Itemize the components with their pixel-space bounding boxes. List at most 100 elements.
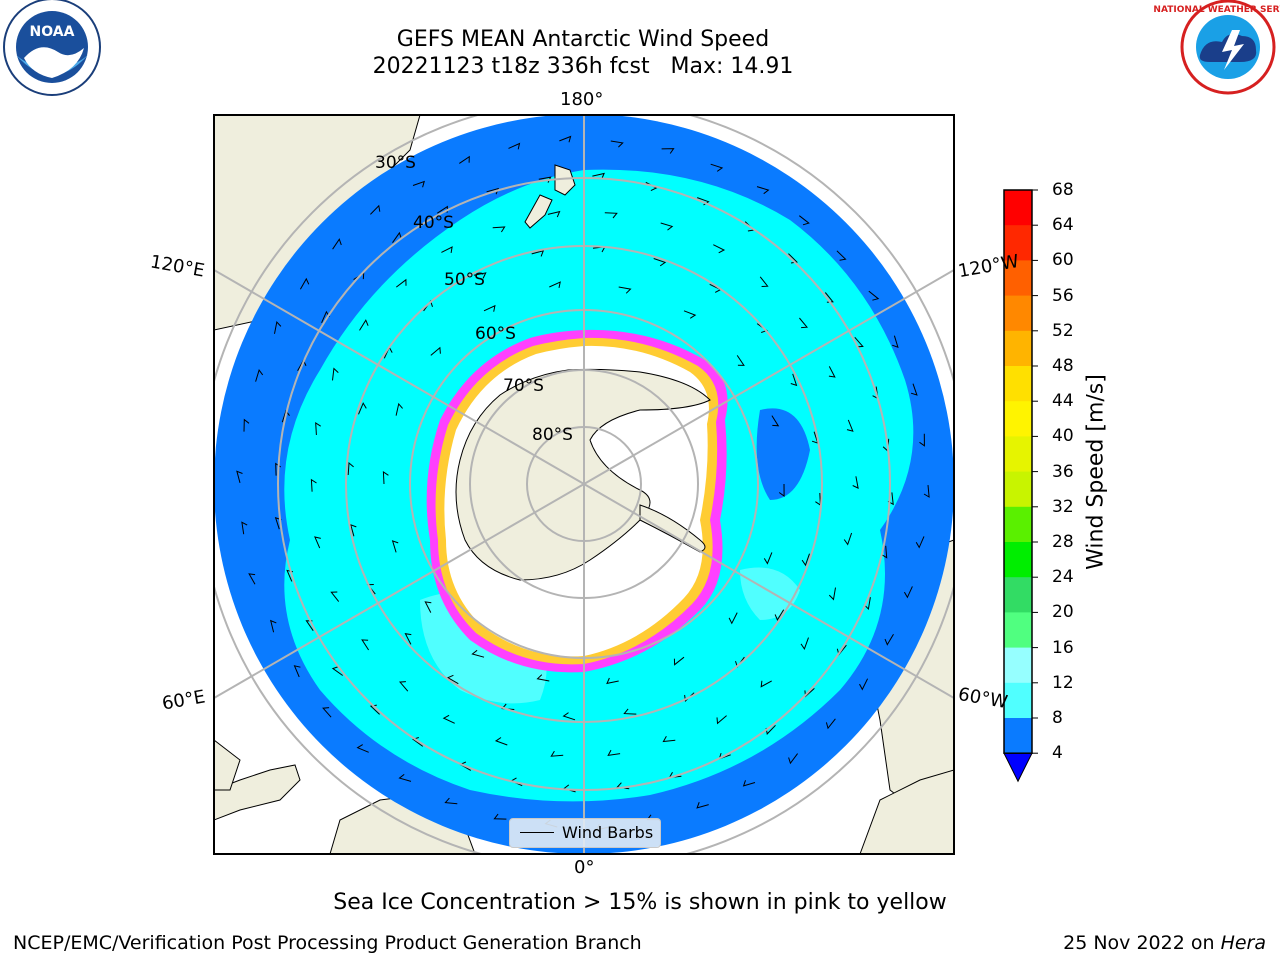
- se-land: [859, 769, 954, 854]
- colorbar-band: [1004, 190, 1032, 226]
- wind-barb: [881, 545, 888, 559]
- wind-barb: [322, 707, 332, 718]
- colorbar-band: [1004, 506, 1032, 543]
- colorbar-tick-label: 16: [1052, 637, 1074, 658]
- wind-barb: [547, 210, 561, 218]
- new-zealand-land: [524, 164, 576, 229]
- colorbar-label: Wind Speed [m/s]: [1083, 374, 1109, 570]
- chart-subtitle: 20221123 t18z 336h fcst Max: 14.91: [372, 54, 794, 79]
- wind-barb: [347, 461, 354, 476]
- wind-barb: [293, 665, 301, 678]
- wind-barb: [716, 715, 727, 725]
- wind-barb: [398, 681, 409, 692]
- map-frame: [213, 114, 955, 855]
- wind-barb: [736, 355, 745, 366]
- colorbar-tick-label: 12: [1052, 672, 1074, 693]
- wind-barb: [404, 633, 412, 645]
- wind-band-blue-patch: [756, 408, 810, 500]
- wind-barb: [549, 281, 561, 289]
- wind-barb: [799, 317, 809, 329]
- colorbar-tick-label: 68: [1052, 180, 1074, 200]
- wind-barb: [299, 277, 310, 290]
- chart-title: GEFS MEAN Antarctic Wind Speed: [396, 27, 770, 52]
- wind-barb: [683, 310, 697, 319]
- colorbar-tick-label: 56: [1052, 285, 1074, 306]
- wind-barb: [623, 708, 637, 715]
- colorbar-band: [1004, 471, 1032, 508]
- wind-barb: [868, 290, 880, 301]
- wind-barb: [382, 471, 389, 485]
- wind-barb: [852, 476, 859, 489]
- colorbar-band: [1004, 612, 1032, 649]
- wind-barb: [756, 186, 770, 195]
- wind-barb: [790, 373, 798, 387]
- wind-barb: [825, 718, 836, 730]
- wind-barb: [444, 797, 458, 805]
- lat-label-80s: 80°S: [532, 425, 573, 445]
- wind-barb: [241, 521, 248, 535]
- colorbar-tick-label: 60: [1052, 250, 1074, 271]
- wind-barb: [713, 244, 726, 254]
- wind-barb: [550, 750, 564, 757]
- footer-date: 25 Nov 2022 on Hera: [1063, 932, 1266, 954]
- colorbar-tick-label: 8: [1052, 708, 1063, 728]
- wind-barb: [269, 619, 277, 633]
- wind-barb: [332, 367, 339, 381]
- wind-barb: [919, 433, 925, 447]
- colorbar: [1003, 189, 1038, 783]
- wind-band-16-20: [740, 567, 800, 620]
- wind-barb: [763, 552, 773, 565]
- colorbar-band: [1004, 647, 1032, 684]
- colorbar-tick-label: 24: [1052, 567, 1074, 588]
- noaa-logo: NOAA: [3, 0, 101, 96]
- wind-barb: [618, 286, 632, 294]
- wind-barb: [771, 415, 780, 427]
- wind-barb: [473, 272, 487, 279]
- lat-label-30s: 30°S: [375, 153, 416, 173]
- wind-barb: [471, 649, 485, 658]
- wind-barb: [536, 674, 550, 682]
- wind-barb: [391, 540, 399, 553]
- wind-barb: [788, 753, 798, 765]
- wind-barb: [562, 712, 576, 721]
- colorbar-band: [1004, 260, 1032, 297]
- wind-barb: [398, 774, 412, 782]
- colorbar-tick-label: 4: [1052, 743, 1063, 764]
- wind-barb: [310, 478, 317, 492]
- wind-barb: [828, 587, 836, 601]
- wind-barb: [395, 278, 407, 288]
- footer-branch: NCEP/EMC/Verification Post Processing Pr…: [13, 932, 642, 954]
- wind-barb: [483, 304, 496, 312]
- colorbar-band: [1004, 682, 1032, 719]
- colorbar-tick-label: 44: [1052, 391, 1074, 412]
- colorbar-tick-label: 36: [1052, 461, 1074, 482]
- wind-barb: [486, 187, 500, 195]
- wind-barb: [843, 532, 853, 546]
- colorbar-tick-label: 28: [1052, 532, 1074, 552]
- wind-barb: [610, 140, 624, 148]
- colorbar-band: [1004, 225, 1032, 261]
- colorbar-tick-label: 52: [1052, 320, 1074, 341]
- colorbar-tick-label: 20: [1052, 602, 1074, 623]
- lon-label-top: 180°: [560, 89, 604, 110]
- legend-label: Wind Barbs: [562, 823, 654, 842]
- wind-barb: [606, 677, 619, 685]
- wind-barb: [788, 253, 798, 264]
- wind-barb: [442, 714, 455, 724]
- wind-barb: [696, 802, 709, 809]
- wind-barb: [274, 320, 282, 334]
- colorbar-band: [1004, 401, 1032, 437]
- wind-barb: [236, 470, 243, 484]
- wind-barb: [370, 204, 381, 215]
- wind-barb: [395, 402, 403, 416]
- graticule: [214, 115, 954, 854]
- wind-barb: [728, 612, 738, 625]
- madagascar-land: [214, 764, 301, 821]
- wind-barb: [607, 749, 621, 757]
- wind-barb: [356, 744, 369, 753]
- wind-barb: [800, 637, 809, 650]
- colorbar-extend-arrow: [1003, 752, 1033, 783]
- colorbar-tick-label: 64: [1052, 215, 1074, 236]
- wind-barb: [923, 485, 930, 498]
- wind-barb: [742, 780, 756, 787]
